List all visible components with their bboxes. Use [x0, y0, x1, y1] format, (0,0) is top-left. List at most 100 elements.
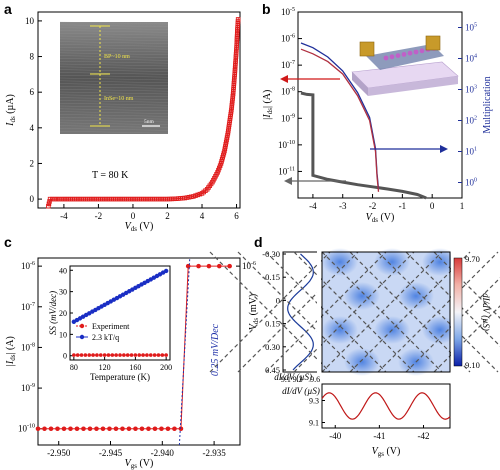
tem-lattice-line [59, 72, 169, 75]
inset-experiment-point [129, 353, 134, 357]
y-tick-label: 0 [30, 194, 35, 204]
x-tick-label: -41 [373, 431, 385, 441]
atom [401, 52, 407, 57]
current-curve [300, 91, 427, 200]
data-point [126, 426, 132, 432]
data-point [133, 426, 138, 432]
data-point [232, 68, 238, 73]
inset-experiment-point [98, 353, 103, 357]
heatmap-frame [321, 251, 451, 373]
temperature-annotation: T = 80 K [92, 170, 129, 181]
colorbar-tick-label: 9.10 [465, 360, 480, 370]
inset-experiment-point [145, 353, 149, 357]
bottom-y-label: dI/dV (µS) [274, 372, 312, 382]
plot-frame [37, 257, 241, 446]
x-tick-label: 4 [200, 211, 205, 221]
tem-lattice-line [59, 125, 169, 128]
data-point [227, 263, 232, 269]
inset-experiment-point [152, 353, 157, 357]
x-tick-label: -2 [95, 211, 103, 221]
x-tick-label: -2.940 [151, 448, 175, 458]
data-point [42, 426, 47, 432]
inset-experiment-point [95, 353, 99, 357]
y-tick-label: 10-9 [281, 113, 295, 123]
scale-bar-label: 5nm [144, 119, 155, 125]
atom [383, 55, 389, 61]
y2-tick-label: 101 [465, 147, 477, 157]
y-tick-label: 10-11 [278, 166, 295, 176]
diamond-line [265, 251, 387, 373]
inset-x-tick-label: 200 [160, 363, 172, 372]
data-point [233, 61, 238, 66]
inset-experiment-point [164, 353, 168, 357]
y-tick-label: 10 [25, 16, 35, 26]
multiplication-curve [300, 48, 380, 192]
x-tick-label: -4 [309, 201, 317, 211]
inset-experiment-point [125, 353, 130, 357]
tem-lattice-line [59, 55, 169, 58]
tem-lattice-line [59, 100, 169, 103]
arrow-head-red [280, 75, 288, 83]
data-point [81, 426, 86, 432]
y-tick-label: 6 [30, 87, 35, 97]
data-point [233, 52, 239, 57]
slope-annotation: 0.25 mV/Dec [210, 323, 221, 376]
x-axis-label: Vgs (V) [125, 458, 154, 470]
data-point [229, 100, 235, 106]
inset-experiment-point [114, 353, 118, 357]
heatmap-region [374, 248, 410, 276]
tem-lattice-line [59, 58, 169, 61]
substrate-side [352, 72, 368, 96]
side-profile-curve [287, 253, 314, 371]
diamond-line [209, 251, 331, 373]
inset-label-inse: InSe~10 nm [104, 96, 134, 102]
tem-lattice-line [59, 119, 169, 123]
slope-fit-line [178, 257, 191, 446]
data-point [52, 196, 57, 202]
x-tick-label: 0 [131, 211, 136, 221]
diamond-line [237, 251, 359, 373]
inset-experiment-point [160, 353, 165, 357]
data-point [235, 17, 241, 22]
tem-lattice-line [59, 33, 169, 36]
panel-label-c: c [4, 234, 12, 250]
inset-experiment-point [87, 353, 92, 357]
tem-lattice-line [59, 77, 169, 81]
contact-right [425, 35, 441, 51]
data-point [196, 263, 201, 269]
tem-lattice-line [59, 61, 169, 64]
tem-lattice-line [59, 47, 169, 50]
data-point [46, 201, 52, 207]
tem-lattice-line [59, 41, 169, 44]
y2-axis-label: Multiplication [482, 76, 493, 133]
data-point [74, 426, 80, 432]
tem-lattice-line [59, 66, 169, 69]
data-point [35, 426, 41, 432]
y-tick-label: 0.30 [265, 342, 280, 352]
x-tick-label: -2.935 [202, 448, 226, 458]
y2-tick-label: 103 [465, 85, 477, 95]
x-tick-label: 6 [234, 211, 239, 221]
data-point [206, 263, 212, 269]
inset-experiment-point [156, 353, 161, 357]
x-tick-label: -1 [399, 201, 407, 211]
data-point [54, 196, 60, 202]
x-tick-label: 0 [430, 201, 435, 211]
data-point [55, 426, 60, 432]
x-tick-label: 1 [460, 201, 465, 211]
panel-label-b: b [262, 1, 271, 17]
y-tick-label: 10-9 [21, 383, 35, 393]
atom [395, 53, 401, 58]
diamond-line [377, 251, 499, 373]
data-point [87, 426, 93, 432]
tem-lattice-line [59, 44, 169, 47]
y2-tick-label: 105 [465, 23, 477, 33]
x-tick-label: -42 [418, 431, 430, 441]
y2-tick-label: 104 [465, 54, 477, 64]
data-point [152, 426, 158, 432]
side-x-label: dI/dV (µS) [282, 386, 320, 396]
bottom-y-tick-label: 9.3 [309, 397, 319, 406]
tem-lattice-line [59, 128, 169, 131]
diamond-line [321, 251, 443, 373]
heatmap-region [422, 248, 458, 276]
